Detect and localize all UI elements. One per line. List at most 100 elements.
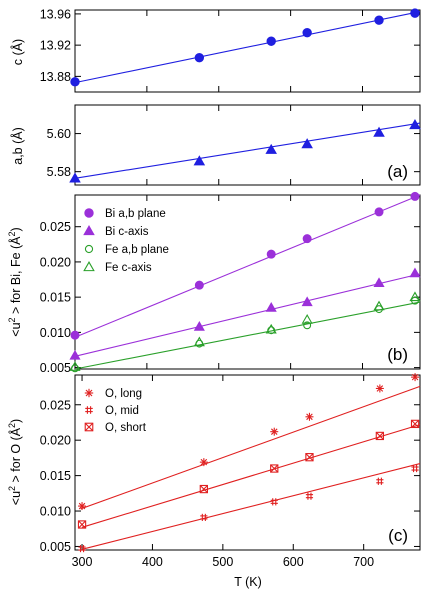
data-point bbox=[411, 373, 420, 382]
data-point bbox=[305, 492, 314, 500]
data-point bbox=[375, 305, 383, 314]
data-point bbox=[410, 8, 420, 18]
data-point bbox=[270, 464, 279, 473]
legend-label: O, long bbox=[105, 388, 142, 400]
data-point bbox=[410, 419, 420, 429]
data-point bbox=[193, 336, 205, 347]
y-tick-label: 0.010 bbox=[40, 505, 71, 519]
data-point-group bbox=[70, 8, 420, 87]
fit-line bbox=[81, 424, 421, 528]
y-tick-label: 0.020 bbox=[40, 434, 71, 448]
legend: O, long O, mid O, short bbox=[84, 388, 147, 434]
data-point bbox=[193, 321, 205, 331]
y-tick-label: 0.020 bbox=[40, 255, 71, 269]
data-point bbox=[193, 155, 206, 166]
data-point bbox=[270, 427, 279, 436]
data-point bbox=[301, 313, 313, 324]
data-point bbox=[373, 277, 385, 288]
legend-marker bbox=[84, 388, 94, 398]
data-point bbox=[409, 291, 421, 302]
legend-marker bbox=[83, 261, 95, 272]
data-point-group bbox=[69, 191, 421, 373]
fit-line-group bbox=[80, 385, 421, 550]
fit-line bbox=[81, 463, 421, 550]
x-tick-group bbox=[74, 105, 363, 185]
data-point bbox=[70, 330, 80, 340]
legend-label: O, mid bbox=[105, 405, 139, 417]
data-point bbox=[409, 119, 421, 130]
y-tick-label: 0.025 bbox=[40, 398, 71, 412]
x-tick-group: 300 400 500 600 700 bbox=[72, 375, 374, 569]
legend-label: Bi a,b plane bbox=[105, 208, 166, 220]
legend-label: Fe a,b plane bbox=[105, 244, 169, 256]
fit-line-group bbox=[74, 122, 421, 179]
x-tick-group bbox=[74, 10, 363, 92]
y-axis-label: <u2 > for Bi, Fe (Å2) bbox=[7, 227, 23, 336]
legend-marker bbox=[84, 208, 94, 218]
plot-frame bbox=[74, 374, 421, 551]
data-point bbox=[78, 544, 86, 553]
data-point bbox=[409, 267, 421, 278]
legend-marker bbox=[84, 422, 94, 432]
fit-line bbox=[74, 194, 421, 338]
fit-line bbox=[74, 11, 421, 84]
data-point bbox=[305, 453, 314, 462]
data-point bbox=[69, 172, 81, 183]
plot-frame bbox=[74, 104, 421, 186]
fit-line bbox=[74, 301, 421, 370]
y-tick-label: 0.015 bbox=[40, 291, 71, 305]
data-point bbox=[194, 52, 205, 63]
data-point bbox=[194, 280, 204, 290]
data-point bbox=[270, 498, 278, 506]
x-tick-label: 400 bbox=[142, 555, 163, 569]
y-tick-group: 0.005 0.010 0.015 0.020 0.025 bbox=[40, 398, 420, 554]
x-tick-group bbox=[74, 195, 363, 369]
plot-frame bbox=[74, 9, 421, 93]
legend-label: O, short bbox=[105, 422, 147, 434]
legend-marker bbox=[85, 406, 93, 414]
data-point bbox=[374, 207, 384, 217]
data-point bbox=[70, 77, 80, 87]
y-tick-label: 0.025 bbox=[40, 220, 71, 234]
data-point-group bbox=[77, 373, 420, 553]
data-point-group bbox=[69, 119, 421, 183]
fit-line bbox=[80, 385, 421, 510]
data-point bbox=[265, 323, 277, 334]
plot-frame bbox=[74, 194, 421, 370]
data-point bbox=[199, 484, 208, 494]
data-point bbox=[265, 143, 277, 154]
y-tick-label: 13.88 bbox=[40, 70, 71, 84]
y-tick-label: 13.96 bbox=[40, 7, 71, 21]
legend-label: Fe c-axis bbox=[105, 262, 152, 274]
data-point bbox=[410, 191, 420, 201]
data-point bbox=[301, 296, 313, 307]
panel-ab-lattice: 5.58 5.60 a,b (Å) (a) bbox=[10, 104, 421, 186]
data-point bbox=[375, 431, 385, 441]
y-tick-label: 0.010 bbox=[40, 326, 71, 340]
y-tick-label: 0.015 bbox=[40, 469, 71, 483]
data-point bbox=[77, 520, 87, 529]
data-point bbox=[266, 249, 276, 259]
x-axis-label: T (K) bbox=[234, 575, 262, 589]
y-axis-label: a,b (Å) bbox=[10, 127, 25, 165]
y-tick-group: 5.58 5.60 bbox=[47, 127, 420, 179]
legend-marker bbox=[84, 244, 94, 254]
data-point bbox=[303, 321, 312, 330]
data-point bbox=[78, 502, 87, 511]
data-point bbox=[302, 27, 312, 38]
y-tick-group: 0.005 0.010 0.015 0.020 0.025 bbox=[40, 220, 420, 375]
data-point bbox=[374, 15, 384, 25]
y-tick-label: 5.60 bbox=[47, 127, 71, 141]
data-point bbox=[302, 234, 312, 244]
data-point bbox=[265, 302, 277, 312]
data-point bbox=[375, 384, 384, 393]
fit-line bbox=[74, 273, 421, 357]
y-tick-label: 0.005 bbox=[40, 361, 71, 375]
panel-label: (a) bbox=[387, 162, 408, 181]
fit-line-group bbox=[74, 194, 421, 370]
y-tick-group: 13.88 13.92 13.96 bbox=[40, 7, 420, 84]
y-axis-label: c (Å) bbox=[10, 39, 25, 65]
x-tick-label: 500 bbox=[212, 555, 233, 569]
